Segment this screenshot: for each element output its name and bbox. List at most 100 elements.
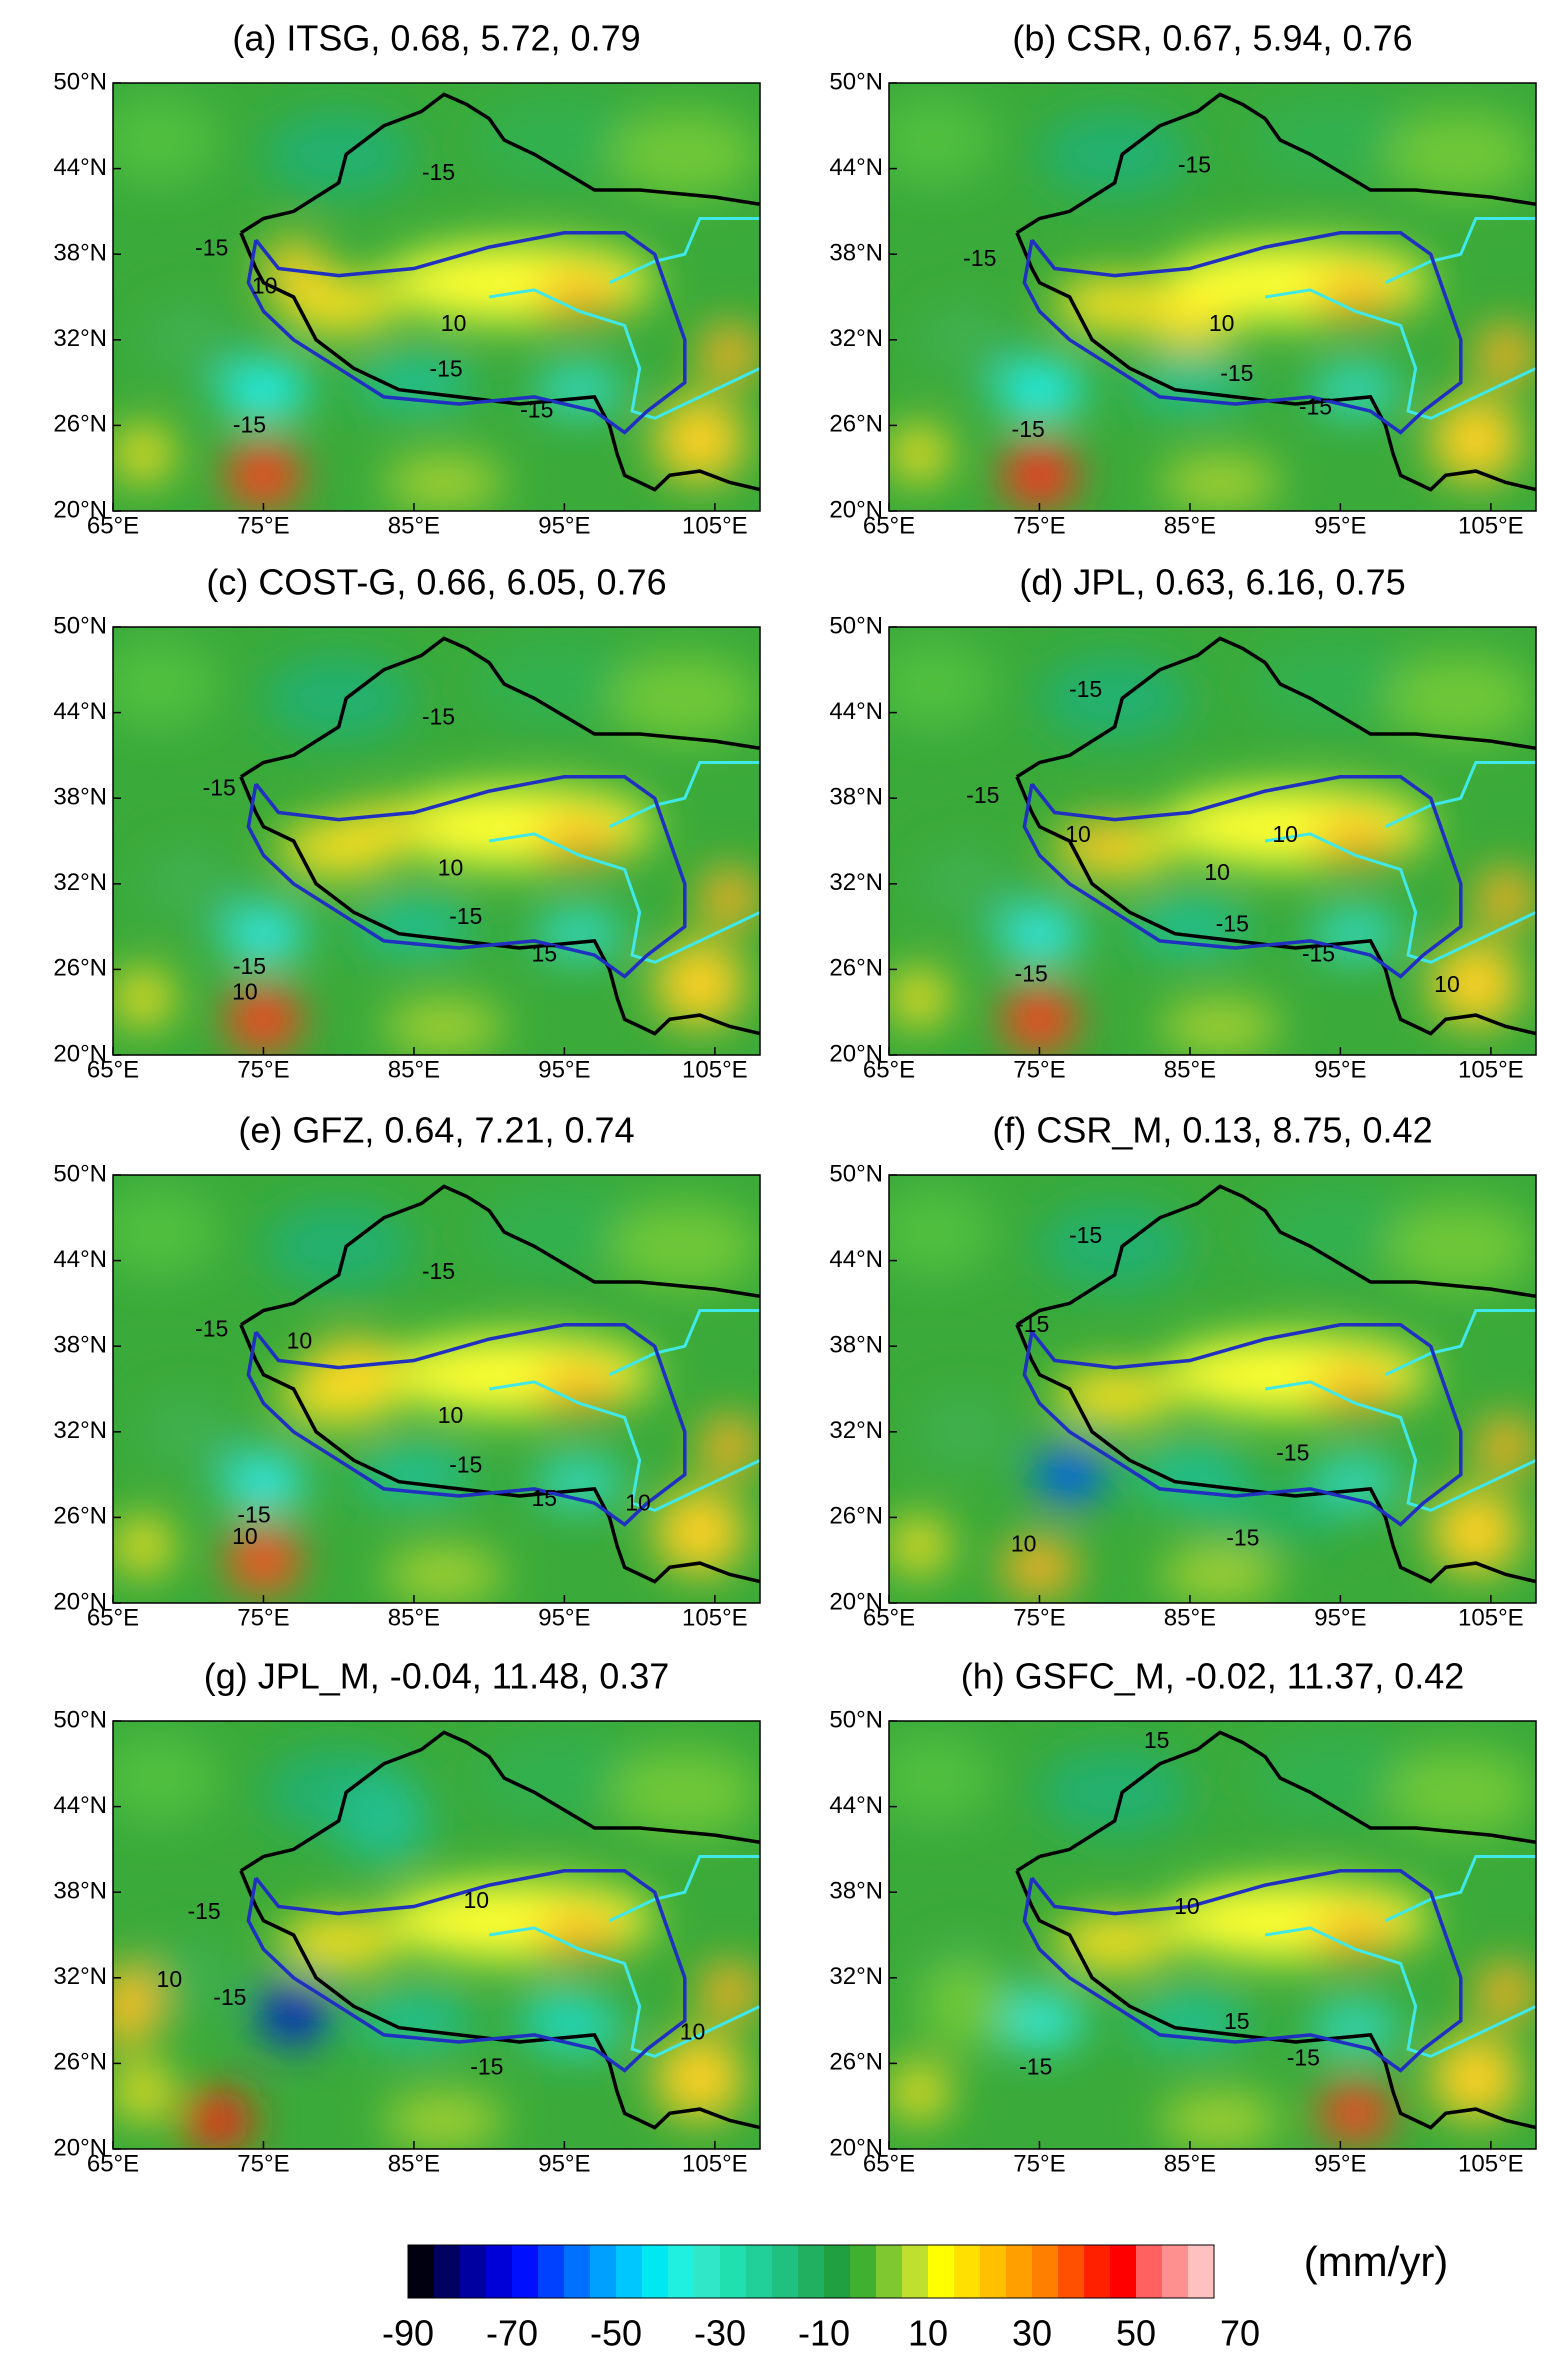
y-tick-label: 26°N <box>829 2049 883 2076</box>
field-blob <box>1001 1538 1078 1596</box>
field-blob <box>218 361 309 419</box>
field-blob <box>1054 1913 1175 1971</box>
x-tick-label: 75°E <box>1013 2150 1065 2177</box>
y-tick-label: 50°N <box>53 612 107 639</box>
y-tick-label: 50°N <box>53 1160 107 1187</box>
contour-label: -15 <box>429 356 462 382</box>
x-tick-label: 65°E <box>87 1604 139 1631</box>
x-tick-label: 105°E <box>682 512 748 539</box>
field-blob <box>534 274 625 320</box>
panel-title: (f) CSR_M, 0.13, 8.75, 0.42 <box>992 1110 1432 1151</box>
field-blob <box>183 2091 253 2149</box>
field-blob <box>889 97 995 183</box>
map-panel: -15 -15 -15 -15 10 (f) CSR_M, 0.13, 8.75, 0.4… <box>829 1110 1537 1631</box>
field-blob <box>534 818 625 864</box>
map-panel: -15 -15 10 -15 -15 -15 (b) CSR, 0.67, 5.94, 0.… <box>829 18 1537 539</box>
field-blob <box>113 1735 219 1821</box>
x-tick-label: 105°E <box>682 1056 748 1083</box>
plateau-outline <box>246 231 687 435</box>
field-blob <box>699 1417 760 1475</box>
x-tick-label: 95°E <box>1314 1604 1366 1631</box>
plateau-outline <box>246 775 687 979</box>
contour-label: -15 <box>1299 393 1332 419</box>
colorbar-bin <box>616 2245 643 2298</box>
contour-label: -15 <box>966 782 999 808</box>
colorbar: -90 -70 -50 -30 -10 10 30 50 70 (mm/yr) <box>382 2238 1448 2353</box>
y-tick-label: 38°N <box>53 784 107 811</box>
plot-frame <box>888 1174 1537 1604</box>
field-blob <box>1054 1367 1175 1425</box>
river <box>1384 761 1536 829</box>
colorbar-bin <box>1032 2245 1059 2298</box>
y-tick-label: 26°N <box>53 955 107 982</box>
colorbar-bin <box>720 2245 747 2298</box>
river <box>1264 1380 1536 1512</box>
field-blob <box>221 905 306 963</box>
x-tick-label: 75°E <box>1013 1604 1065 1631</box>
x-tick-label: 85°E <box>1164 512 1216 539</box>
colorbar-bin <box>798 2245 825 2298</box>
colorbar-bin <box>486 2245 513 2298</box>
y-tick-label: 20°N <box>53 1588 107 1615</box>
field-blob <box>919 1963 1010 2050</box>
contour-label: 10 <box>252 272 278 298</box>
field-blob <box>889 2063 950 2121</box>
field <box>889 1721 1536 2149</box>
field-blob <box>1189 1488 1341 1546</box>
river <box>1384 1855 1536 1923</box>
field-blob <box>699 869 760 927</box>
x-tick-label: 85°E <box>1164 2150 1216 2177</box>
y-tick-label: 20°N <box>53 2134 107 2161</box>
contour-label: -15 <box>233 411 266 437</box>
y-tick-label: 38°N <box>53 1878 107 1905</box>
field-blob <box>143 304 234 376</box>
x-tick-label: 75°E <box>237 512 289 539</box>
border <box>239 636 760 779</box>
contour-label: 10 <box>463 1887 489 1913</box>
map-panel: -15 -15 10 10 -15 -15 -15 (a) ITSG, 0.68, 5.72,… <box>53 18 761 539</box>
x-tick-label: 75°E <box>1013 1056 1065 1083</box>
field-blob <box>383 1545 505 1603</box>
colorbar-bin <box>1188 2245 1215 2298</box>
colorbar-bin <box>1136 2245 1163 2298</box>
field-blob <box>1430 396 1521 483</box>
y-tick-label: 32°N <box>53 1963 107 1990</box>
field-blob <box>1317 2084 1394 2142</box>
colorbar-tick-label: -10 <box>798 2313 850 2354</box>
x-tick-label: 65°E <box>87 512 139 539</box>
field-blob <box>278 1913 399 1971</box>
field-blob <box>1159 453 1281 511</box>
x-tick-label: 85°E <box>388 1604 440 1631</box>
field-blob <box>113 2063 174 2121</box>
field-blob <box>889 969 950 1027</box>
field-blob <box>609 655 760 742</box>
field-blob <box>889 1189 995 1275</box>
field-blob <box>1250 1735 1431 1821</box>
colorbar-tick-label: 30 <box>1012 2313 1052 2354</box>
field <box>113 83 760 511</box>
x-tick-label: 105°E <box>1458 1056 1524 1083</box>
field-blob <box>1159 2091 1281 2149</box>
field-blob <box>113 1189 219 1275</box>
field-blobs <box>889 1735 1536 2149</box>
field-blob <box>1430 940 1521 1027</box>
contour-label: 10 <box>680 2019 706 2045</box>
field-blob <box>113 969 174 1027</box>
colorbar-bin <box>408 2245 435 2298</box>
plateau-outline <box>246 1323 687 1527</box>
plot-frame <box>112 626 761 1056</box>
contour-label: -15 <box>237 1502 270 1528</box>
contour-label: 10 <box>1065 821 1091 847</box>
field-blob <box>1159 1545 1281 1603</box>
field-blob <box>654 2034 745 2121</box>
colorbar-tick-label: 50 <box>1116 2313 1156 2354</box>
contour-label: 10 <box>232 1523 258 1549</box>
colorbar-bin <box>538 2245 565 2298</box>
colorbar-bin <box>876 2245 903 2298</box>
plateau-outline <box>1022 775 1463 979</box>
colorbar-bin <box>824 2245 851 2298</box>
colorbar-tick-label: 10 <box>908 2313 948 2354</box>
field-blob <box>474 1735 655 1821</box>
contour-label: -15 <box>1276 1440 1309 1466</box>
